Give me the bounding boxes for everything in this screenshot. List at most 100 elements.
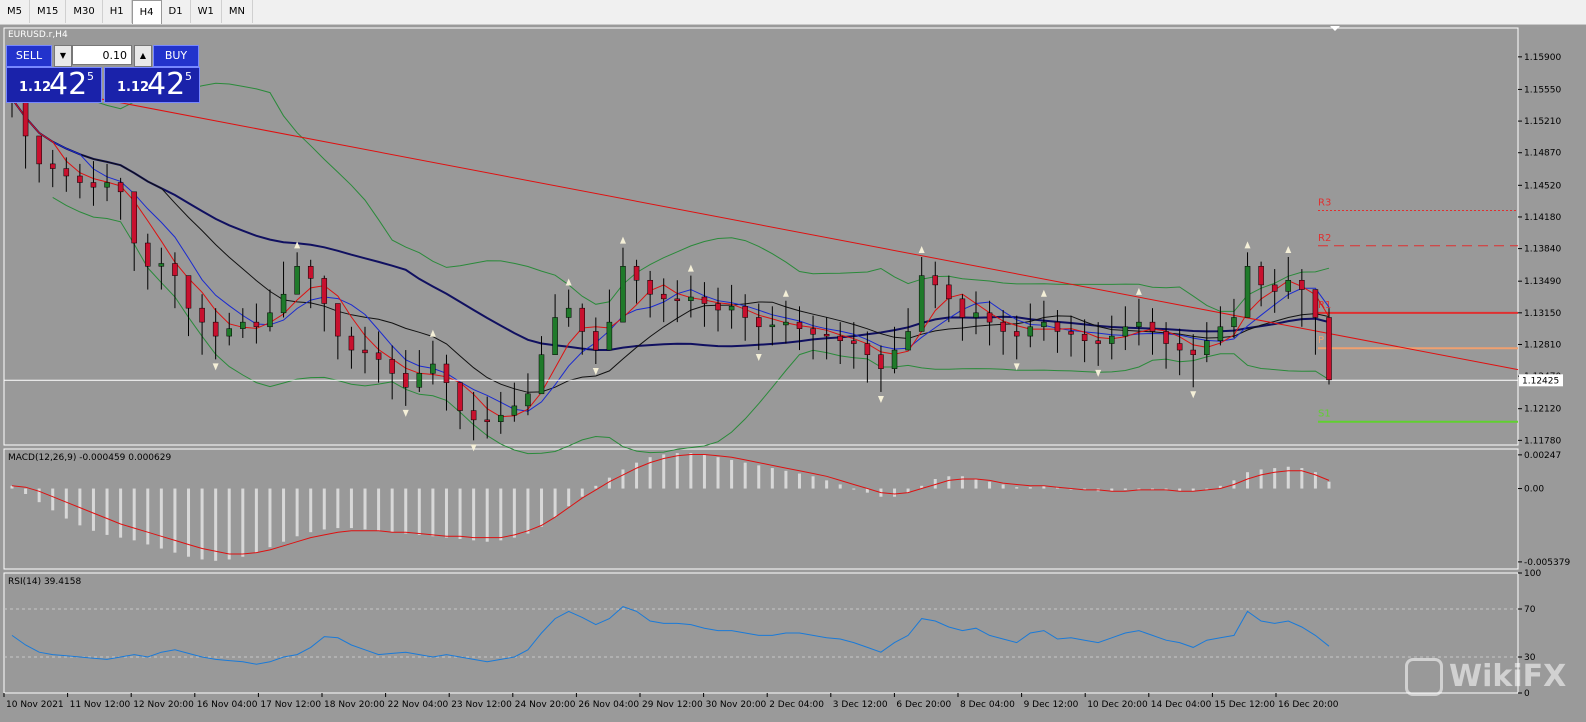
timeframe-m5[interactable]: M5 (0, 0, 30, 23)
candle-body (728, 306, 735, 311)
chart-canvas[interactable]: 1.15900 1.15550 1.15210 1.14870 1.14520 1.141… (0, 24, 1586, 722)
candle-body (117, 182, 124, 193)
fractal-up-icon (429, 329, 436, 337)
time-tick-label: 17 Nov 12:00 (260, 700, 321, 710)
candle-body (348, 335, 355, 351)
fractal-up-icon (782, 289, 789, 297)
macd-histogram-bar (295, 488, 299, 537)
macd-histogram-bar (254, 488, 258, 553)
macd-histogram-bar (648, 457, 652, 489)
candle-body (511, 405, 518, 416)
macd-histogram-bar (852, 488, 856, 490)
macd-histogram-bar (187, 488, 191, 557)
time-tick-label: 26 Nov 04:00 (578, 700, 639, 710)
sell-button[interactable]: SELL (6, 45, 52, 67)
candle-body (1013, 331, 1020, 337)
price-tick-label: 1.15210 (1524, 117, 1561, 127)
candle-body (63, 168, 70, 177)
candle-body (280, 293, 287, 314)
macd-histogram-bar (933, 479, 937, 489)
candle-body (1299, 279, 1305, 290)
macd-histogram-bar (988, 481, 992, 489)
macd-histogram-bar (268, 488, 272, 548)
time-tick-label: 9 Dec 12:00 (1024, 700, 1079, 710)
fractal-up-icon (687, 264, 694, 272)
candle-body (1109, 335, 1115, 344)
macd-histogram-bar (1110, 488, 1114, 492)
fractal-up-icon (565, 278, 572, 286)
macd-histogram-bar (1083, 488, 1087, 490)
macd-histogram-bar (716, 457, 720, 489)
ma-black (11, 98, 1330, 393)
pivot-label-s1: S1 (1318, 409, 1331, 420)
macd-histogram-bar (200, 488, 204, 560)
candle-body (375, 352, 382, 360)
macd-tick-label: 0.00247 (1524, 451, 1561, 461)
fractal-down-icon (1013, 363, 1020, 371)
candle-body (1285, 279, 1292, 292)
fractal-up-icon (1285, 245, 1292, 253)
candle-body (620, 266, 626, 323)
timeframe-d1[interactable]: D1 (162, 0, 191, 23)
candle-body (1095, 340, 1101, 344)
fractal-up-icon (1244, 241, 1251, 249)
macd-histogram-bar (675, 453, 679, 489)
candle-body (498, 414, 504, 422)
candle-body (145, 242, 151, 267)
price-tick-label: 1.15550 (1524, 85, 1561, 95)
ma-blue (11, 98, 1330, 412)
timeframe-h1[interactable]: H1 (103, 0, 132, 23)
macd-histogram-bar (390, 488, 394, 533)
watermark-text: WikiFX (1449, 659, 1567, 694)
timeframe-m15[interactable]: M15 (30, 0, 67, 23)
macd-histogram-bar (540, 488, 544, 527)
macd-histogram-bar (757, 465, 761, 489)
fractal-down-icon (1190, 391, 1197, 399)
macd-histogram-bar (770, 468, 774, 489)
buy-price-big: 1.12 (117, 80, 150, 95)
macd-histogram-bar (1042, 485, 1046, 489)
macd-histogram-bar (485, 488, 489, 542)
candle-body (443, 363, 450, 383)
candle-body (1136, 321, 1142, 328)
buy-price[interactable]: 1.12 42 5 (104, 67, 200, 103)
candle-body (552, 317, 558, 355)
candle-body (172, 263, 178, 276)
macd-histogram-bar (607, 477, 611, 489)
candle-body (606, 321, 613, 351)
lot-decrease-button[interactable]: ▼ (54, 45, 72, 67)
candle-body (470, 410, 477, 421)
candle-body (810, 328, 816, 335)
timeframe-w1[interactable]: W1 (191, 0, 222, 23)
timeframe-mn[interactable]: MN (222, 0, 253, 23)
lot-increase-button[interactable]: ▲ (134, 45, 152, 67)
rsi-tick-label: 70 (1524, 605, 1536, 615)
time-tick-label: 16 Nov 04:00 (197, 700, 258, 710)
macd-histogram-bar (363, 488, 367, 530)
current-price-box (1519, 374, 1563, 387)
buy-button[interactable]: BUY (153, 45, 199, 67)
time-tick-label: 18 Nov 20:00 (324, 700, 385, 710)
candle-body (131, 191, 137, 244)
lot-size-input[interactable]: 0.10 (72, 45, 132, 65)
macd-histogram-bar (797, 473, 801, 489)
one-click-trading-panel: SELL ▼ 0.10 ▲ BUY 1.12 42 5 1.12 42 5 (6, 45, 200, 103)
price-tick-label: 1.15900 (1524, 53, 1561, 63)
macd-histogram-bar (78, 488, 82, 526)
macd-histogram-bar (1273, 468, 1277, 489)
fractal-down-icon (212, 363, 219, 371)
ma-slow-navy (11, 98, 1330, 351)
candle-body (1041, 321, 1047, 328)
macd-histogram-bar (132, 488, 136, 541)
sell-price[interactable]: 1.12 42 5 (6, 67, 102, 103)
timeframe-h4[interactable]: H4 (131, 0, 162, 24)
macd-histogram-bar (1218, 485, 1222, 489)
price-tick-label: 1.13150 (1524, 309, 1561, 319)
macd-histogram-bar (458, 488, 462, 539)
time-tick-label: 16 Dec 20:00 (1278, 700, 1339, 710)
timeframe-m30[interactable]: M30 (66, 0, 103, 23)
macd-histogram-bar (227, 488, 231, 560)
candle-body (946, 284, 952, 300)
candle-body (1244, 266, 1251, 318)
macd-histogram-bar (1150, 488, 1154, 490)
